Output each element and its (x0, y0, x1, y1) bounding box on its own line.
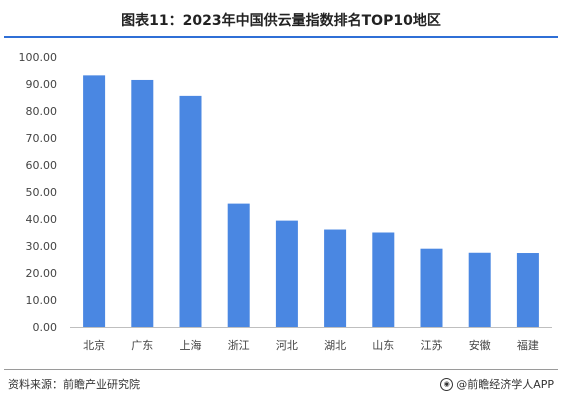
bar (227, 203, 250, 327)
y-tick-label: 50.00 (26, 186, 58, 199)
wechat-icon: ◉ (440, 377, 454, 391)
bar (324, 229, 347, 327)
y-axis: 0.00 10.00 20.00 30.00 40.00 50.00 60.00 70.00 8… (19, 51, 58, 334)
y-tick-label: 20.00 (26, 267, 58, 280)
x-category-label: 安徽 (469, 338, 491, 352)
bar (83, 75, 106, 327)
chart-title: 图表11：2023年中国供云量指数排名TOP10地区 (121, 13, 441, 29)
bar (275, 220, 298, 327)
footer-divider (4, 369, 558, 370)
y-tick-label: 10.00 (26, 294, 58, 307)
bar-chart: 0.00 10.00 20.00 30.00 40.00 50.00 60.00 70.00 8… (19, 51, 552, 352)
x-category-label: 浙江 (228, 339, 250, 352)
bar (468, 252, 491, 327)
y-tick-label: 0.00 (33, 321, 58, 334)
bar (131, 79, 154, 327)
y-tick-label: 70.00 (26, 132, 58, 145)
bar (179, 95, 202, 327)
credit-note: ◉ @前瞻经济学人APP (440, 376, 554, 392)
x-category-label: 北京 (83, 338, 105, 352)
y-tick-label: 40.00 (26, 213, 58, 226)
x-category-label: 山东 (372, 339, 394, 352)
y-tick-label: 100.00 (19, 51, 58, 64)
x-category-label: 福建 (517, 338, 539, 352)
x-axis: 北京 广东 上海 浙江 河北 湖北 山东 江苏 安徽 福建 (70, 327, 552, 352)
x-category-label: 江苏 (421, 339, 443, 352)
y-tick-label: 60.00 (26, 159, 58, 172)
x-category-label: 广东 (131, 339, 153, 352)
x-category-label: 上海 (180, 338, 202, 352)
y-tick-label: 90.00 (26, 78, 58, 91)
title-divider (4, 36, 558, 38)
bar (420, 248, 443, 327)
bars (83, 75, 539, 327)
y-tick-label: 30.00 (26, 240, 58, 253)
bar (372, 232, 395, 327)
y-tick-label: 80.00 (26, 105, 58, 118)
credit-text: @前瞻经济学人APP (456, 378, 554, 391)
bar (516, 253, 539, 327)
source-note: 资料来源：前瞻产业研究院 (8, 378, 140, 391)
x-category-label: 湖北 (324, 339, 346, 352)
x-category-label: 河北 (276, 339, 298, 352)
